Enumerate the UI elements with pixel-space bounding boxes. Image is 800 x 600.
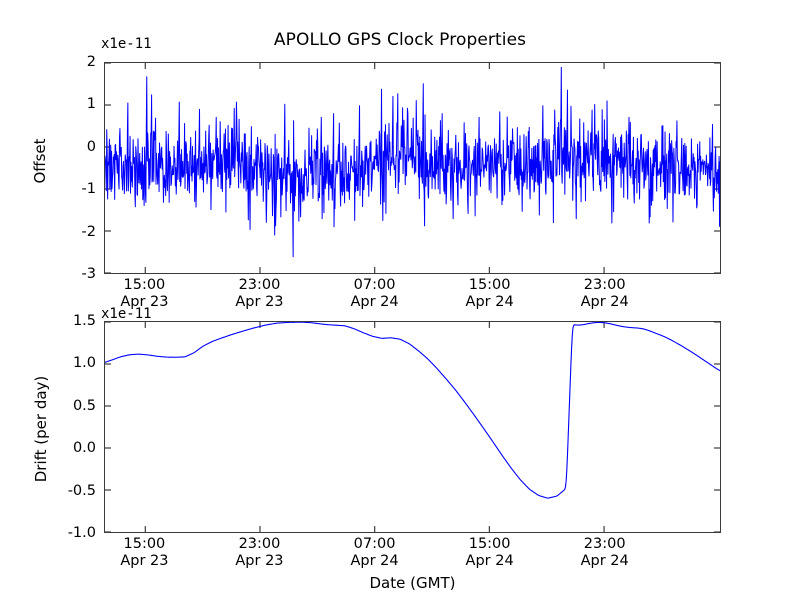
offset-y-tick-labels: 2 1 0 -1 -2 -3	[0, 54, 96, 282]
x-tick-label: 15:00 Apr 24	[466, 536, 514, 570]
x-tick-time: 23:00	[583, 536, 626, 552]
y-tick-label: -0.5	[67, 482, 96, 499]
x-tick-time: 23:00	[583, 277, 626, 293]
x-tick-date: Apr 24	[465, 294, 514, 310]
x-tick-date: Apr 23	[235, 294, 284, 310]
x-tick-date: Apr 24	[350, 294, 399, 310]
x-tick-date: Apr 24	[580, 294, 629, 310]
offset-plot-area	[104, 62, 721, 274]
x-tick-time: 23:00	[238, 536, 281, 552]
y-tick-label: 1.5	[72, 313, 96, 329]
y-tick-label: 0.5	[72, 397, 96, 414]
x-tick-date: Apr 24	[350, 553, 399, 569]
y-tick-label: -1.0	[67, 525, 96, 541]
x-tick-time: 15:00	[123, 277, 166, 293]
offset-noise-series	[105, 67, 720, 256]
drift-y-exponent-label: x1e-11	[101, 306, 152, 322]
x-tick-label: 23:00 Apr 23	[235, 536, 283, 570]
offset-x-tick-labels: 15:00 Apr 23 23:00 Apr 23 07:00 Apr 24 15:00 Ap…	[0, 277, 800, 317]
x-tick-label: 23:00 Apr 23	[235, 277, 283, 311]
y-tick-label: -1	[81, 181, 96, 198]
drift-y-tick-labels: 1.5 1.0 0.5 0.0 -0.5 -1.0	[0, 313, 96, 541]
x-tick-label: 07:00 Apr 24	[350, 277, 398, 311]
x-tick-date: Apr 24	[465, 553, 514, 569]
x-tick-time: 07:00	[353, 277, 396, 293]
drift-series	[105, 322, 720, 498]
y-tick-label: 0	[86, 138, 96, 155]
offset-y-exponent-label: x1e-11	[101, 36, 152, 52]
x-tick-time: 15:00	[468, 536, 511, 552]
x-tick-date: Apr 24	[580, 553, 629, 569]
x-tick-label: 15:00 Apr 23	[120, 277, 168, 311]
y-tick-label: -3	[81, 266, 96, 282]
x-tick-label: 23:00 Apr 24	[581, 536, 629, 570]
y-tick-label: 1.0	[72, 355, 96, 372]
x-tick-time: 07:00	[353, 536, 396, 552]
x-tick-label: 07:00 Apr 24	[350, 536, 398, 570]
y-tick-label: 0.0	[72, 440, 96, 457]
x-tick-time: 23:00	[238, 277, 281, 293]
x-tick-date: Apr 23	[120, 294, 169, 310]
x-tick-date: Apr 23	[235, 553, 284, 569]
x-tick-label: 15:00 Apr 24	[466, 277, 514, 311]
offset-series-canvas	[105, 63, 720, 273]
chart-title: APOLLO GPS Clock Properties	[273, 30, 527, 50]
y-tick-label: -2	[81, 223, 96, 240]
tick-marks	[105, 322, 720, 532]
x-tick-time: 15:00	[123, 536, 166, 552]
x-tick-label: 23:00 Apr 24	[581, 277, 629, 311]
drift-x-tick-labels: 15:00 Apr 23 23:00 Apr 23 07:00 Apr 24 15:00 Ap…	[0, 536, 800, 576]
drift-x-axis-label: Date (GMT)	[369, 574, 456, 592]
y-tick-label: 2	[86, 54, 96, 70]
x-tick-time: 15:00	[468, 277, 511, 293]
y-tick-label: 1	[86, 96, 96, 113]
x-tick-date: Apr 23	[120, 553, 169, 569]
x-tick-label: 15:00 Apr 23	[120, 536, 168, 570]
drift-series-canvas	[105, 322, 720, 532]
drift-plot-area	[104, 321, 721, 533]
